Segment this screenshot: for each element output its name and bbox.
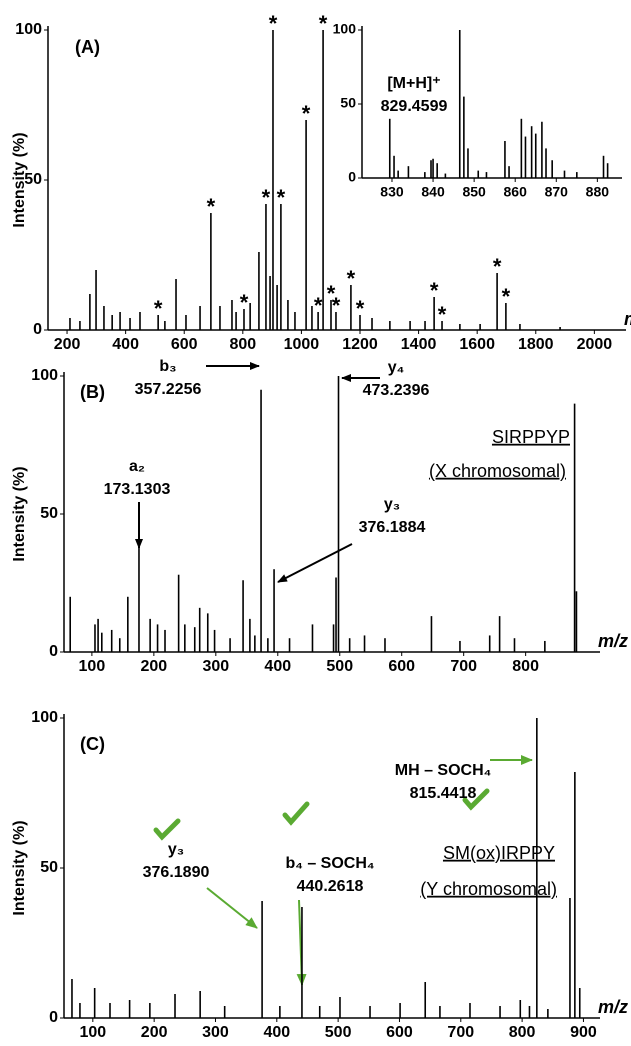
check-mark (462, 788, 490, 811)
peak-star: * (262, 185, 271, 210)
y-tick-label: 50 (40, 859, 58, 876)
x-tick-label: 1000 (284, 336, 320, 353)
x-tick-label: 700 (447, 1024, 474, 1041)
peak-annotation: b₃ (159, 358, 176, 375)
x-tick-label: 200 (140, 658, 167, 675)
y-tick-label: 100 (31, 367, 58, 384)
x-tick-label: 860 (504, 184, 528, 200)
peak-annotation: y₄ (388, 359, 405, 376)
peak-annotation: 473.2396 (363, 382, 430, 399)
peak-star: * (327, 281, 336, 306)
peak-star: * (347, 266, 356, 291)
panel-label: (A) (75, 37, 100, 57)
y-tick-label: 0 (49, 643, 58, 660)
y-tick-label: 50 (340, 95, 356, 111)
x-axis-label: m/z (624, 309, 631, 329)
x-tick-label: 500 (326, 658, 353, 675)
arrows (135, 362, 533, 986)
x-tick-label: 300 (202, 658, 229, 675)
peak-annotation: y₃ (384, 496, 400, 513)
peak-star: * (240, 290, 249, 315)
y-tick-label: 100 (15, 21, 42, 38)
y-tick-label: 50 (24, 171, 42, 188)
peptide-label: (X chromosomal) (429, 461, 566, 481)
x-tick-label: 500 (325, 1024, 352, 1041)
x-tick-label: 1200 (342, 336, 378, 353)
x-tick-label: 1600 (459, 336, 495, 353)
y-tick-label: 50 (40, 505, 58, 522)
x-tick-label: 2000 (577, 336, 613, 353)
peptide-label: SM(ox)IRPPY (443, 843, 555, 863)
y-axis-label: Intensity (%) (11, 466, 28, 561)
x-tick-label: 200 (141, 1024, 168, 1041)
x-tick-label: 850 (462, 184, 486, 200)
peak-star: * (269, 11, 278, 36)
peak-annotation: MH – SOCH₄ (395, 762, 492, 779)
x-tick-label: 100 (79, 1024, 106, 1041)
x-tick-label: 840 (421, 184, 445, 200)
x-tick-label: 400 (264, 658, 291, 675)
peak-star: * (438, 302, 447, 327)
arrow (277, 543, 353, 583)
x-tick-label: 830 (380, 184, 404, 200)
y-tick-label: 0 (49, 1009, 58, 1026)
peak-annotation: y₃ (168, 841, 184, 858)
x-tick-label: 200 (54, 336, 81, 353)
peak-annotation: 829.4599 (381, 98, 448, 115)
y-axis-label: Intensity (%) (11, 132, 28, 227)
peak-star: * (319, 11, 328, 36)
peak-star: * (493, 254, 502, 279)
peptide-label: (Y chromosomal) (420, 879, 557, 899)
peak-star: * (502, 284, 511, 309)
peak-star: * (154, 296, 163, 321)
x-tick-label: 400 (263, 1024, 290, 1041)
peak-star: * (277, 185, 286, 210)
check-mark (153, 818, 181, 841)
y-tick-label: 100 (333, 21, 357, 37)
peak-star: * (207, 194, 216, 219)
y-tick-label: 100 (31, 709, 58, 726)
x-tick-label: 880 (586, 184, 610, 200)
x-tick-label: 1800 (518, 336, 554, 353)
check-marks (153, 788, 490, 841)
peak-star: * (302, 101, 311, 126)
panel-label: (B) (80, 382, 105, 402)
peak-star: * (356, 296, 365, 321)
arrow (206, 887, 258, 929)
x-axis-label: m/z (598, 997, 628, 1017)
x-tick-label: 700 (450, 658, 477, 675)
peak-star: * (430, 278, 439, 303)
peak-annotation: [M+H]⁺ (387, 75, 440, 92)
x-tick-label: 100 (79, 658, 106, 675)
x-tick-label: 600 (388, 658, 415, 675)
x-tick-label: 600 (386, 1024, 413, 1041)
peak-annotation: 440.2618 (297, 878, 364, 895)
x-tick-label: 900 (570, 1024, 597, 1041)
peptide-label: SIRPPYP (492, 427, 570, 447)
x-tick-label: 800 (512, 658, 539, 675)
peak-annotation: 357.2256 (135, 381, 202, 398)
x-tick-label: 600 (171, 336, 198, 353)
peak-star: * (332, 293, 341, 318)
x-tick-label: 400 (112, 336, 139, 353)
x-tick-label: 800 (229, 336, 256, 353)
x-tick-label: 800 (509, 1024, 536, 1041)
check-mark (282, 801, 310, 826)
x-tick-label: 300 (202, 1024, 229, 1041)
peak-annotation: 376.1884 (359, 519, 426, 536)
y-axis-label: Intensity (%) (11, 820, 28, 915)
peak-annotation: 815.4418 (410, 785, 477, 802)
peak-annotation: b₄ – SOCH₄ (285, 855, 374, 872)
x-tick-label: 1400 (401, 336, 437, 353)
x-tick-label: 870 (545, 184, 569, 200)
peak-annotation: a₂ (129, 458, 145, 475)
x-axis-label: m/z (598, 631, 628, 651)
peak-annotation: 376.1890 (143, 864, 210, 881)
peak-annotation: 173.1303 (104, 481, 171, 498)
panel-label: (C) (80, 734, 105, 754)
y-tick-label: 0 (33, 321, 42, 338)
y-tick-label: 0 (348, 169, 356, 185)
peak-star: * (314, 293, 323, 318)
